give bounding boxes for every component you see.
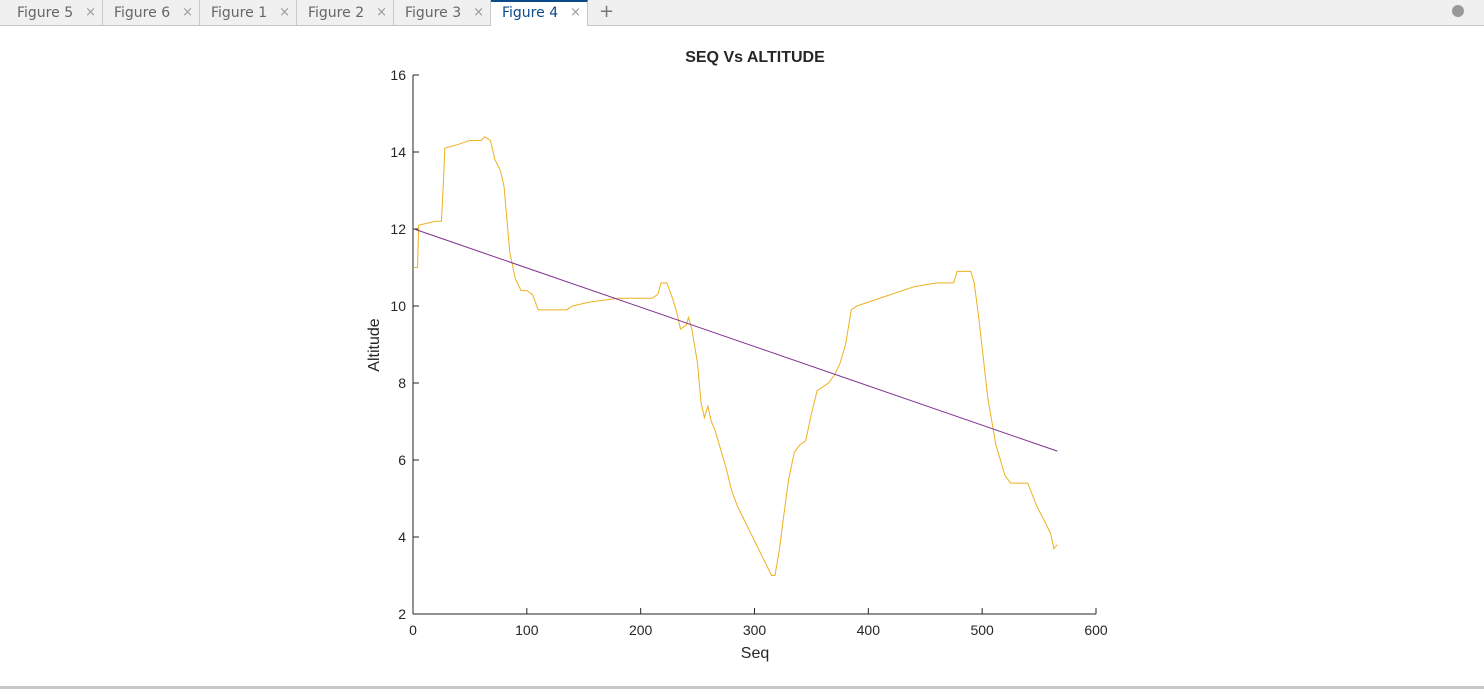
x-tick-label: 300 [743,622,767,638]
tab-label: Figure 2 [308,5,365,21]
y-tick-label: 8 [398,375,406,391]
x-tick-label: 0 [409,622,417,638]
x-tick-label: 100 [515,622,539,638]
tab-menu[interactable] [1452,5,1464,17]
close-tab[interactable]: × [85,5,96,20]
y-tick-label: 10 [390,298,406,314]
y-tick-label: 4 [398,529,406,545]
add-tab[interactable]: + [599,1,615,22]
y-axis-label: Altitude [366,318,383,371]
tab-label: Figure 5 [17,5,74,21]
figure-tab[interactable]: Figure 5 × [6,0,103,25]
close-tab[interactable]: × [376,5,387,20]
close-tab[interactable]: × [182,5,193,20]
y-tick-label: 12 [390,221,406,237]
y-tick-label: 6 [398,452,406,468]
series-line [414,135,1058,576]
y-tick-label: 14 [390,144,406,160]
x-axis-label: Seq [741,645,769,662]
close-tab[interactable]: × [473,5,484,20]
x-tick-label: 500 [970,622,994,638]
tab-label: Figure 6 [114,5,171,21]
figure-tab[interactable]: Figure 1 × [200,0,297,25]
chart-title: SEQ Vs ALTITUDE [685,49,825,66]
series-line [413,228,1058,452]
bottom-border [0,686,1484,689]
y-tick-label: 16 [390,67,406,83]
figure-tab[interactable]: Figure 3 × [394,0,491,25]
x-tick-label: 400 [857,622,881,638]
tab-label: Figure 4 [502,5,559,21]
close-tab[interactable]: × [570,5,581,20]
tab-bar: + Figure 5 × Figure 6 × Figure 1 × Figure 2 × Fi… [0,0,1484,26]
figure-tab[interactable]: Figure 6 × [103,0,200,25]
figure-tab[interactable]: Figure 2 × [297,0,394,25]
chart: SEQ Vs ALTITUDE Seq Altitude 0 100 200 300 4… [366,49,1108,662]
x-tick-label: 200 [629,622,653,638]
x-tick-label: 600 [1084,622,1108,638]
tab-label: Figure 3 [405,5,462,21]
tab-label: Figure 1 [211,5,268,21]
close-tab[interactable]: × [279,5,290,20]
y-tick-label: 2 [398,606,406,622]
figure-tab[interactable]: Figure 4 × [491,0,588,26]
